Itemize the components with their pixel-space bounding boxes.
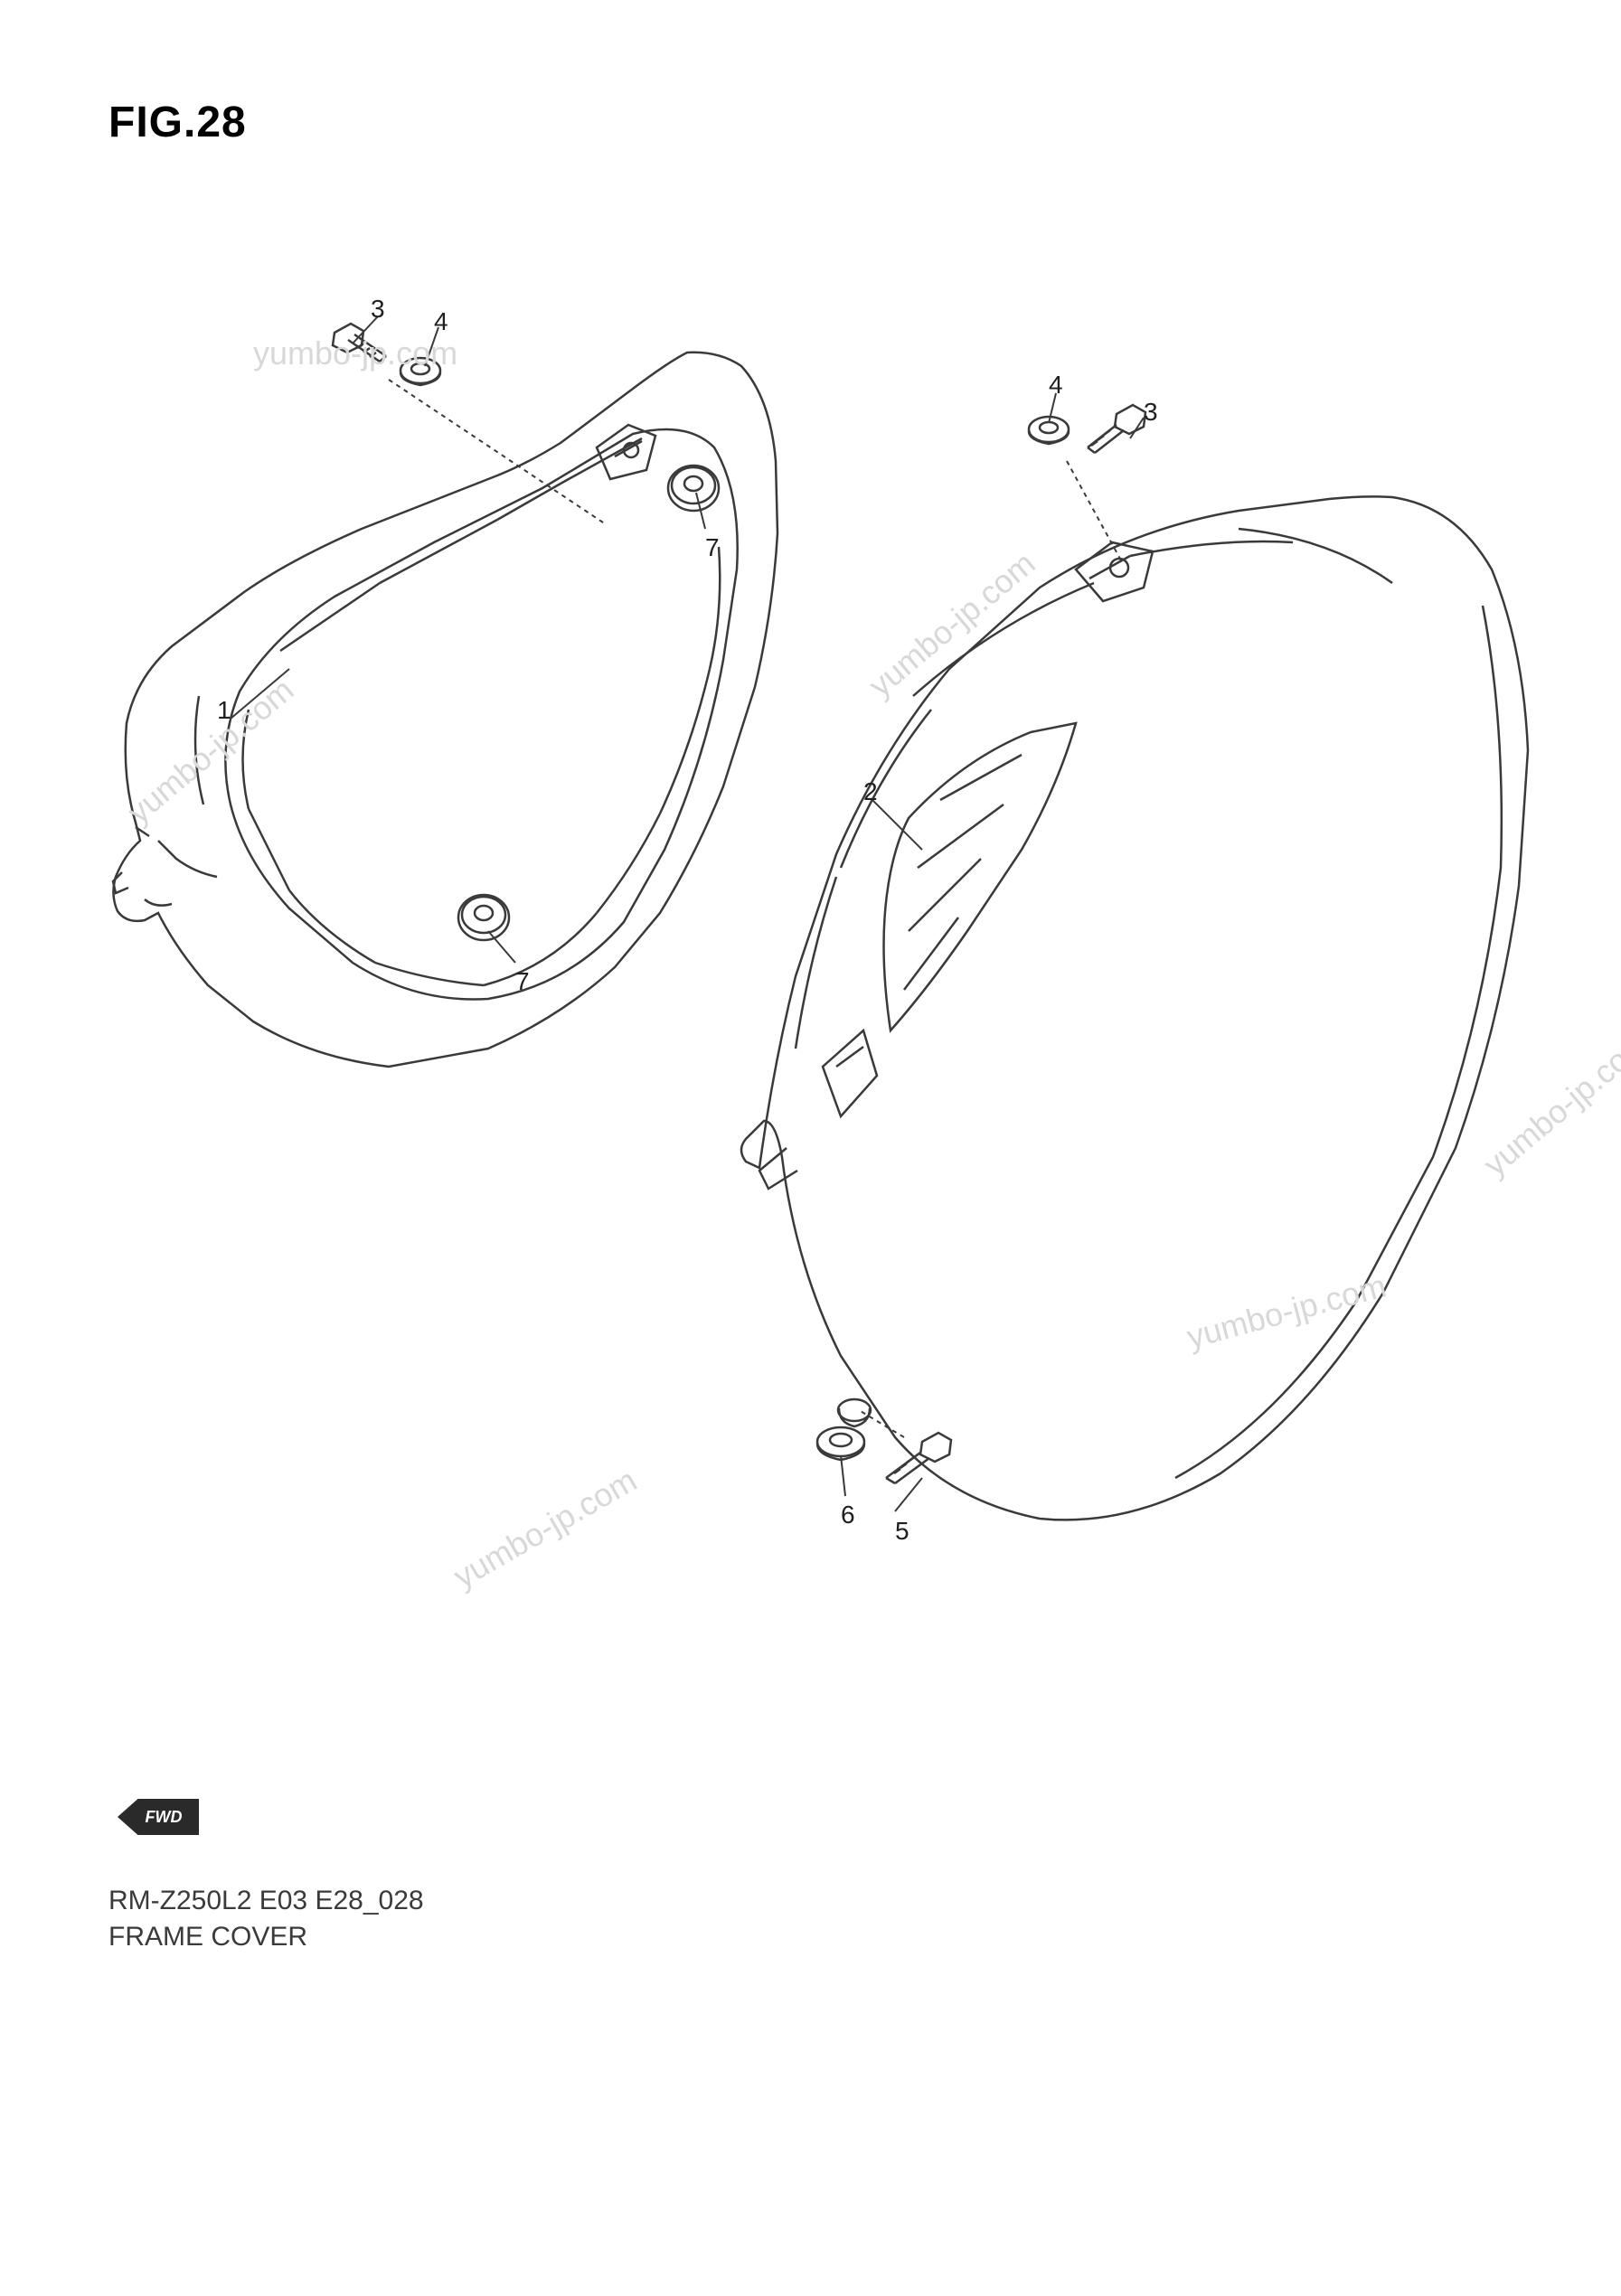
figure-title: FRAME COVER [108,1922,307,1953]
callout-7-upper: 7 [705,533,720,562]
callout-1: 1 [217,696,231,725]
callout-6: 6 [841,1501,855,1529]
callout-4-left: 4 [434,307,448,336]
callout-3-right: 3 [1144,398,1158,427]
callout-2: 2 [863,777,878,806]
figure-reference: RM-Z250L2 E03 E28_028 [108,1886,424,1916]
callout-5: 5 [895,1517,909,1546]
callout-4-right: 4 [1049,371,1063,400]
leaders [54,217,1573,1754]
figure-number: FIG.28 [108,98,247,147]
fwd-arrow-badge: FWD [118,1799,199,1835]
callout-7-lower: 7 [515,967,530,996]
callout-3-left: 3 [371,295,385,324]
parts-diagram: 1 2 3 4 7 7 3 4 5 6 yumbo-jp.com yumbo-j… [54,217,1573,1754]
